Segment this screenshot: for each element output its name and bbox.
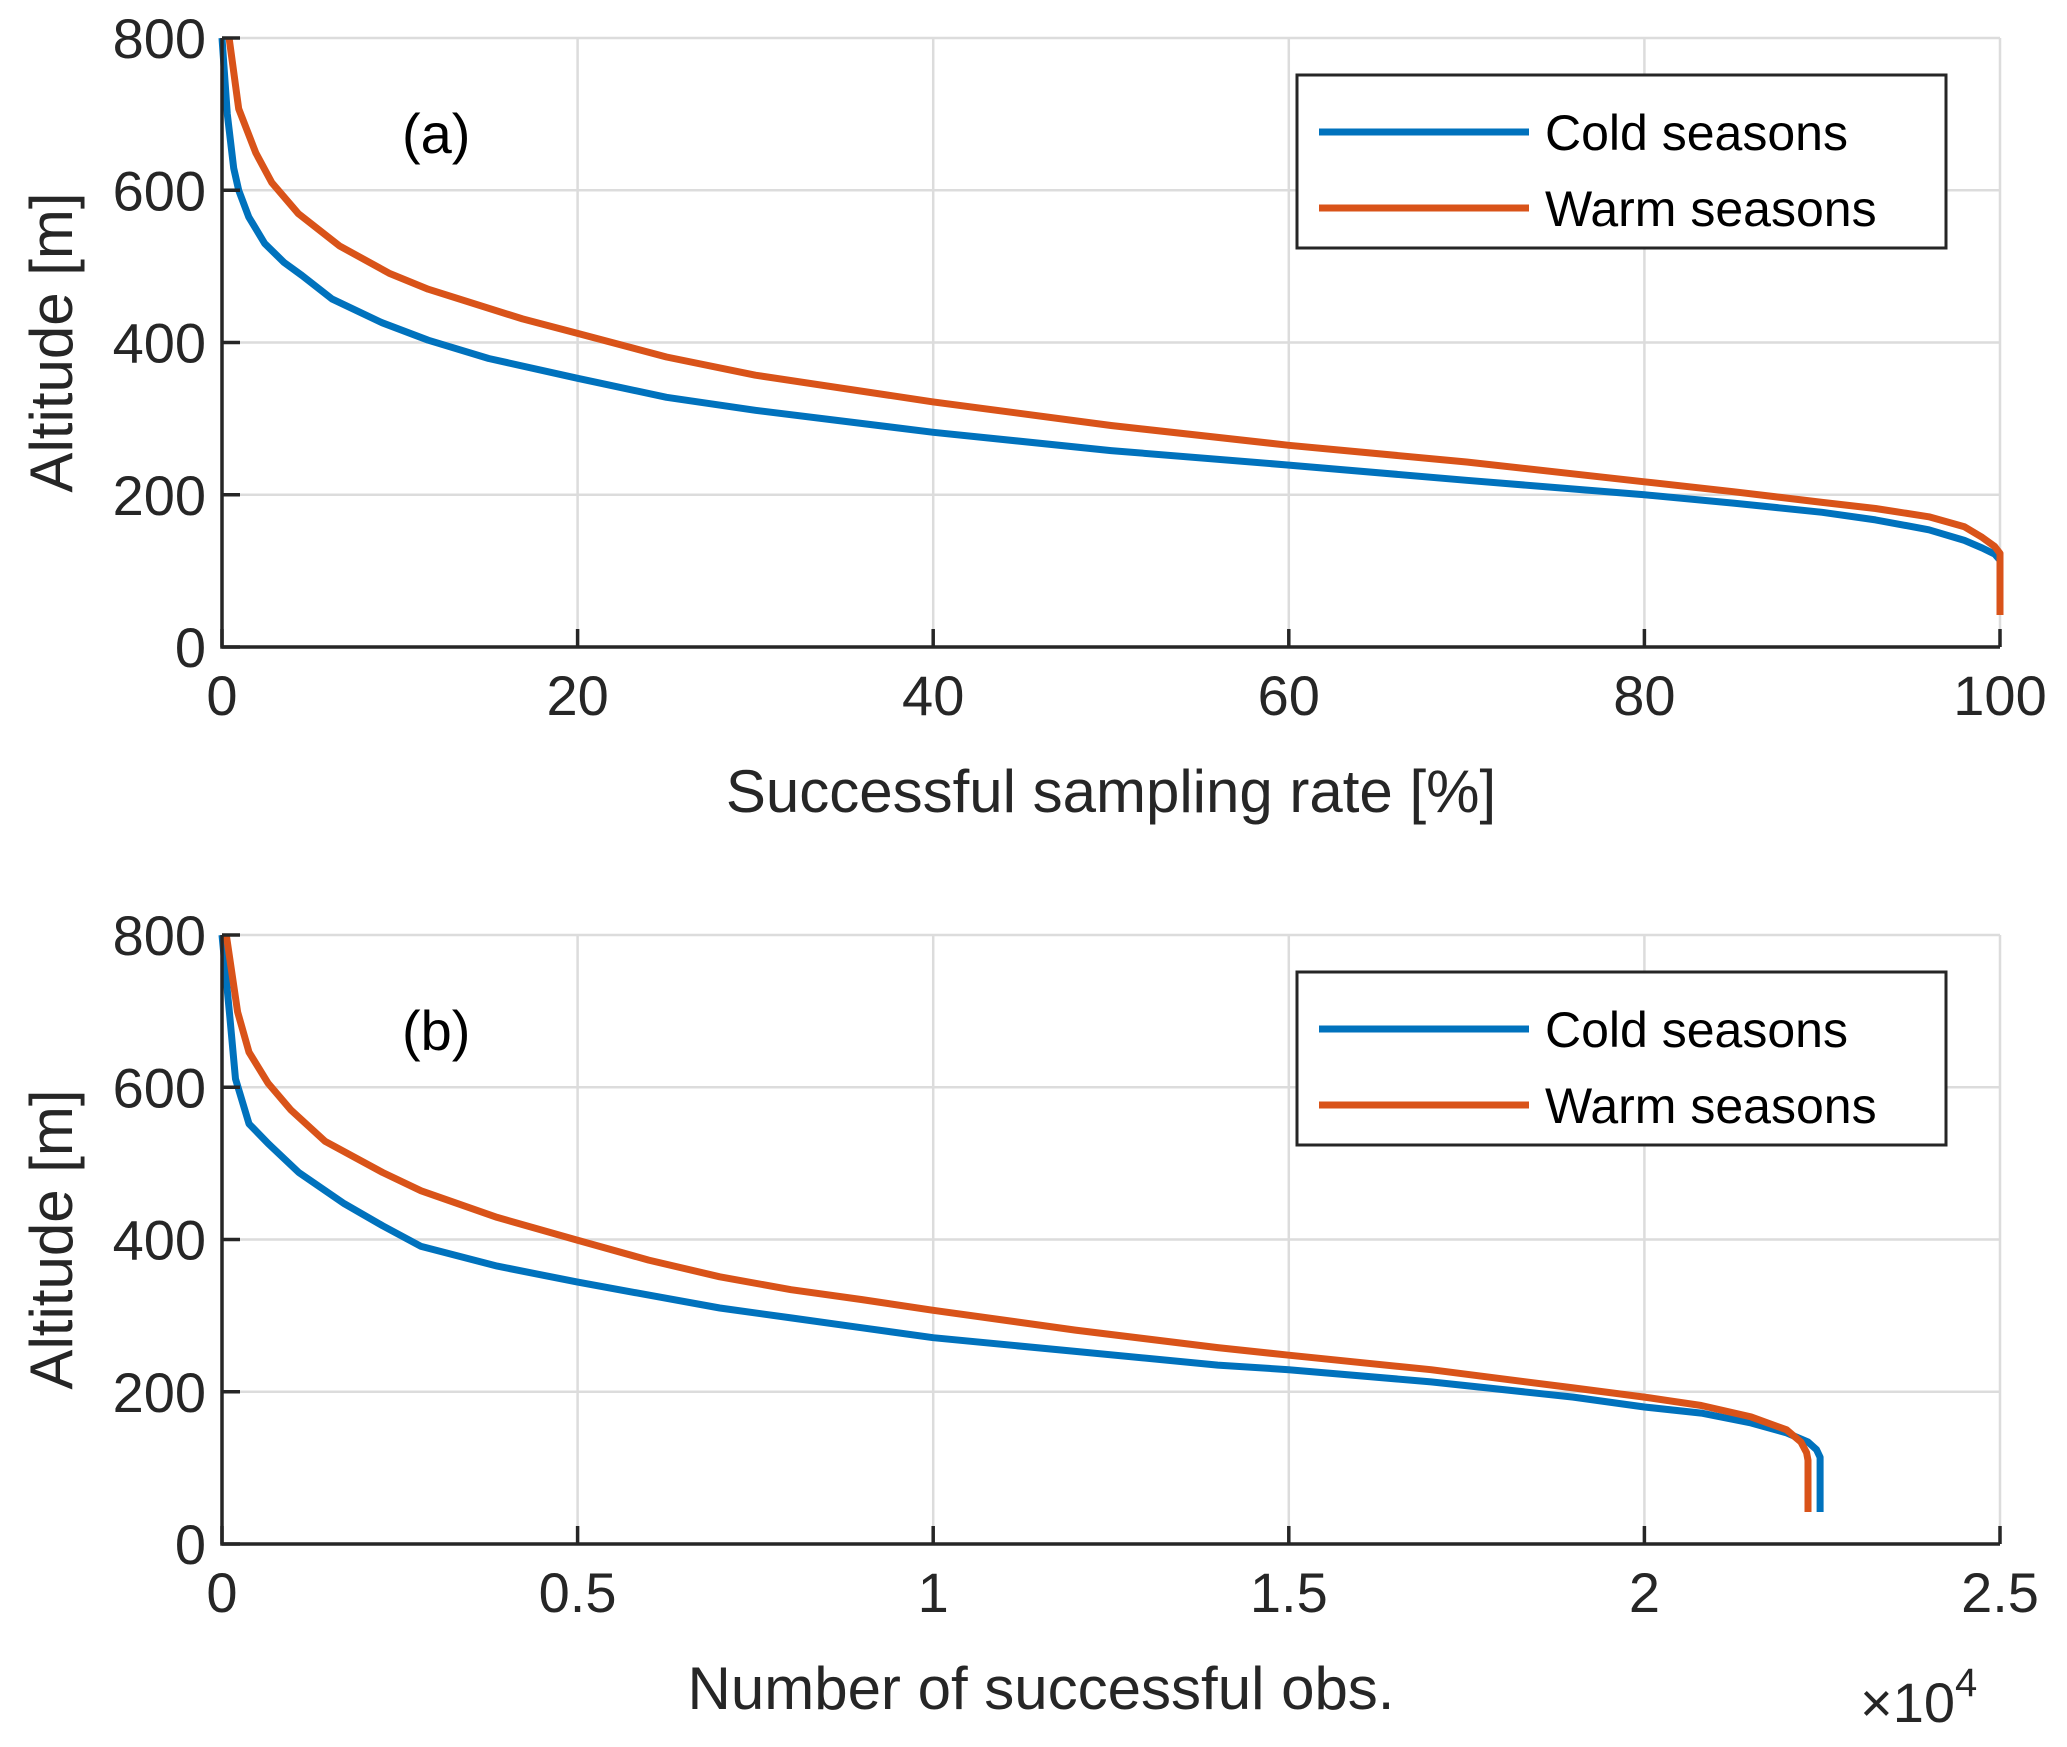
y-tick-label: 600 <box>113 1056 206 1119</box>
axes <box>220 36 2002 649</box>
axis-lines <box>220 935 2000 1546</box>
x-tick-label: 2.5 <box>1961 1561 2039 1624</box>
y-tick-label: 400 <box>113 312 206 375</box>
y-axis-label: Altitude [m] <box>18 1089 85 1389</box>
y-tick-label: 200 <box>113 1361 206 1424</box>
x-tick-label: 60 <box>1258 664 1320 727</box>
panel-label: (a) <box>402 102 470 165</box>
x-tick-label: 40 <box>902 664 964 727</box>
series-layer <box>218 37 2004 615</box>
series-line-warm-seasons <box>225 37 2004 615</box>
y-tick-label: 0 <box>175 1513 206 1576</box>
panel-b: 0 0.5 1 1.5 2 2.5 0 200 400 600 800 (b) Number of … <box>18 904 2039 1734</box>
x-tick-label: 0 <box>206 1561 237 1624</box>
x-tick-label: 1.5 <box>1250 1561 1328 1624</box>
x-axis-exponent: ×104 <box>1860 1661 1977 1734</box>
x-tick-label: 100 <box>1953 664 2046 727</box>
x-tick-label: 20 <box>546 664 608 727</box>
y-tick-label: 800 <box>113 904 206 967</box>
x-axis-label: Number of successful obs. <box>688 1655 1395 1722</box>
x-axis-label: Successful sampling rate [%] <box>726 758 1496 825</box>
legend[interactable]: Cold seasons Warm seasons <box>1295 970 1948 1147</box>
legend-box <box>1295 73 1948 250</box>
axes <box>220 933 2002 1546</box>
legend-label-cold: Cold seasons <box>1545 105 1848 161</box>
legend-label-cold: Cold seasons <box>1545 1002 1848 1058</box>
tick-labels: 0 20 40 60 80 100 0 200 400 600 800 <box>113 7 2047 727</box>
y-tick-label: 600 <box>113 159 206 222</box>
series-line-cold-seasons <box>218 37 2004 615</box>
x-exponent-base: ×10 <box>1860 1671 1955 1734</box>
axis-lines <box>220 38 2000 649</box>
legend-label-warm: Warm seasons <box>1545 181 1877 237</box>
y-tick-label: 200 <box>113 464 206 527</box>
legend[interactable]: Cold seasons Warm seasons <box>1295 73 1948 250</box>
y-axis-label: Altitude [m] <box>18 192 85 492</box>
y-tick-label: 0 <box>175 616 206 679</box>
series-layer <box>218 934 1824 1512</box>
series-line-warm-seasons <box>222 934 1812 1512</box>
x-tick-label: 1 <box>918 1561 949 1624</box>
x-tick-label: 2 <box>1629 1561 1660 1624</box>
series-line-cold-seasons <box>218 934 1824 1512</box>
x-exponent-power: 4 <box>1955 1661 1977 1705</box>
panel-a: 0 20 40 60 80 100 0 200 400 600 800 (a) Successful… <box>18 7 2047 825</box>
y-tick-label: 800 <box>113 7 206 70</box>
x-tick-label: 0.5 <box>539 1561 617 1624</box>
legend-label-warm: Warm seasons <box>1545 1078 1877 1134</box>
x-tick-label: 80 <box>1613 664 1675 727</box>
x-tick-label: 0 <box>206 664 237 727</box>
panel-label: (b) <box>402 999 470 1062</box>
y-tick-label: 400 <box>113 1209 206 1272</box>
legend-box <box>1295 970 1948 1147</box>
tick-labels: 0 0.5 1 1.5 2 2.5 0 200 400 600 800 <box>113 904 2039 1624</box>
